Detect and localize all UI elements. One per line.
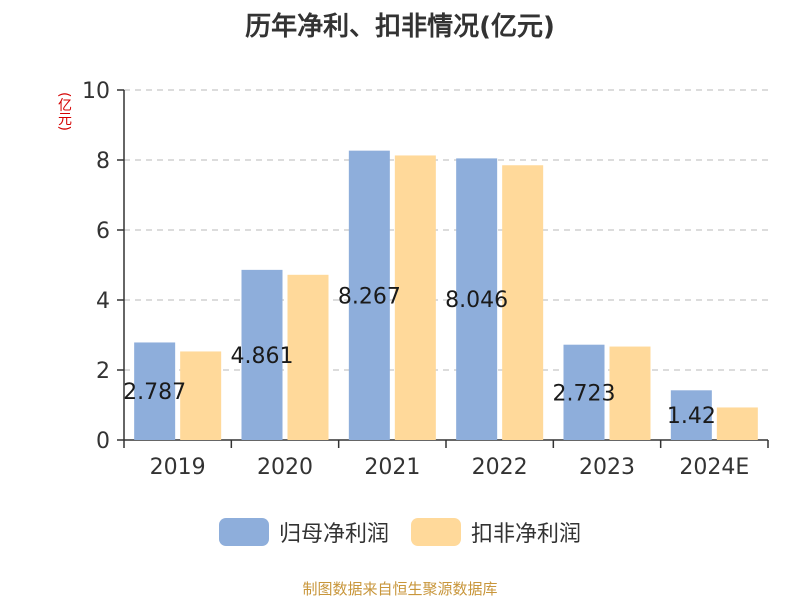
legend-item-deducted-profit[interactable]: 扣非净利润 xyxy=(411,516,581,548)
data-label: 2.723 xyxy=(553,381,616,406)
bar-deducted-profit xyxy=(716,407,758,440)
bar-net-profit xyxy=(456,158,498,440)
x-tick-label: 2019 xyxy=(150,455,206,480)
bar-deducted-profit xyxy=(287,274,329,440)
legend-swatch-deducted-profit xyxy=(411,518,461,546)
y-tick-label: 0 xyxy=(96,429,110,454)
legend-swatch-net-profit xyxy=(218,518,269,546)
data-label: 8.046 xyxy=(445,288,508,313)
x-tick-label: 2021 xyxy=(364,455,420,480)
bar-deducted-profit xyxy=(394,155,436,440)
y-tick-label: 6 xyxy=(96,219,110,244)
y-axis-unit-label: (亿元) xyxy=(56,92,72,131)
bar-net-profit xyxy=(134,342,176,440)
y-tick-label: 4 xyxy=(96,289,110,314)
x-tick-label: 2023 xyxy=(579,455,635,480)
y-tick-label: 2 xyxy=(96,359,110,384)
data-label: 4.861 xyxy=(231,344,294,369)
x-tick-label: 2024E xyxy=(679,455,749,480)
bar-net-profit xyxy=(348,150,390,440)
x-tick-label: 2022 xyxy=(472,455,528,480)
bar-deducted-profit xyxy=(180,351,222,440)
data-label: 8.267 xyxy=(338,284,401,309)
bar-deducted-profit xyxy=(609,346,651,440)
legend-item-net-profit[interactable]: 归母净利润 xyxy=(218,516,389,548)
bar-net-profit xyxy=(563,344,605,440)
legend-label-net-profit: 归母净利润 xyxy=(278,522,389,547)
y-tick-label: 10 xyxy=(82,79,110,104)
x-tick-label: 2020 xyxy=(257,455,313,480)
chart-title: 历年净利、扣非情况(亿元) xyxy=(245,12,555,42)
bar-net-profit xyxy=(670,390,712,440)
y-tick-label: 8 xyxy=(96,149,110,174)
data-source-note: 制图数据来自恒生聚源数据库 xyxy=(302,580,498,598)
bar-deducted-profit xyxy=(502,165,544,440)
data-label: 1.42 xyxy=(667,404,716,429)
legend: 归母净利润 扣非净利润 xyxy=(0,516,800,548)
data-label: 2.787 xyxy=(123,380,186,405)
legend-label-deducted-profit: 扣非净利润 xyxy=(471,522,582,547)
bar-net-profit xyxy=(241,269,283,440)
